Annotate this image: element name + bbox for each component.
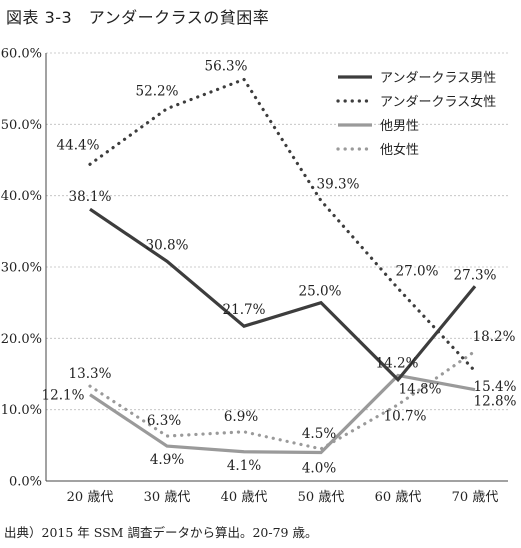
x-tick-label: 40 歳代 bbox=[221, 490, 268, 505]
x-tick-label: 20 歳代 bbox=[67, 490, 114, 505]
underclass-male-line bbox=[89, 207, 477, 383]
legend-label: アンダークラス男性 bbox=[380, 71, 496, 86]
x-tick-label: 30 歳代 bbox=[144, 490, 191, 505]
legend-label: 他男性 bbox=[380, 119, 419, 134]
underclass-male-label: 30.8% bbox=[146, 237, 189, 253]
other-male-label: 14.8% bbox=[399, 381, 442, 397]
other-female-label: 18.2% bbox=[473, 329, 516, 345]
other-female-label: 4.5% bbox=[302, 426, 336, 442]
y-tick-label: 0.0% bbox=[9, 475, 42, 490]
other-male-line bbox=[89, 373, 476, 455]
other-male-label: 4.9% bbox=[150, 452, 184, 468]
x-tick-label: 50 歳代 bbox=[298, 490, 345, 505]
legend-other-male: 他男性 bbox=[338, 119, 419, 134]
series-lines bbox=[88, 77, 477, 455]
legend-other-female: 他女性 bbox=[336, 142, 419, 158]
underclass-female-label: 52.2% bbox=[136, 84, 179, 100]
legend-label: 他女性 bbox=[380, 142, 419, 158]
x-tick-label: 70 歳代 bbox=[452, 490, 499, 505]
other-female-label: 6.3% bbox=[147, 413, 181, 429]
chart-title: 図表 3-3 アンダークラスの貧困率 bbox=[6, 8, 270, 27]
underclass-male-label: 25.0% bbox=[299, 284, 342, 300]
legend-label: アンダークラス女性 bbox=[380, 94, 496, 110]
y-tick-label: 10.0% bbox=[1, 403, 42, 418]
axes: 0.0% 10.0% 20.0% 30.0% 40.0% 50.0% 60.0% 20 歳代 3… bbox=[1, 47, 508, 505]
other-male-label: 4.0% bbox=[302, 460, 336, 476]
underclass-female-label: 39.3% bbox=[317, 177, 360, 193]
underclass-female-label: 44.4% bbox=[57, 137, 100, 153]
underclass-male-label: 38.1% bbox=[69, 189, 112, 205]
underclass-female-line bbox=[88, 77, 477, 373]
underclass-female-label: 56.3% bbox=[205, 58, 248, 74]
x-tick-label: 60 歳代 bbox=[375, 490, 422, 505]
y-tick-label: 60.0% bbox=[1, 47, 42, 62]
underclass-male-label: 27.3% bbox=[454, 267, 497, 283]
source-note: 出典）2015 年 SSM 調査データから算出。20-79 歳。 bbox=[4, 525, 318, 540]
other-male-label: 12.1% bbox=[42, 388, 85, 404]
y-tick-label: 50.0% bbox=[1, 118, 42, 133]
legend-underclass-male: アンダークラス男性 bbox=[338, 71, 496, 86]
underclass-female-label: 27.0% bbox=[396, 263, 439, 279]
y-tick-label: 20.0% bbox=[1, 332, 42, 347]
other-female-label: 10.7% bbox=[384, 409, 427, 425]
underclass-female-label: 15.4% bbox=[474, 379, 517, 395]
other-male-label: 12.8% bbox=[474, 394, 517, 410]
underclass-male-label: 21.7% bbox=[223, 302, 266, 318]
other-female-label: 13.3% bbox=[69, 366, 112, 382]
legend-underclass-female: アンダークラス女性 bbox=[336, 94, 496, 110]
data-labels: 38.1% 30.8% 21.7% 25.0% 14.2% 27.3% 44.4% 52.2%… bbox=[42, 58, 517, 476]
other-female-label: 6.9% bbox=[224, 409, 258, 425]
other-male-label: 4.1% bbox=[227, 458, 261, 474]
underclass-male-label: 14.2% bbox=[376, 356, 419, 372]
y-tick-label: 30.0% bbox=[1, 261, 42, 276]
grid-lines bbox=[46, 52, 508, 411]
y-tick-label: 40.0% bbox=[1, 189, 42, 204]
